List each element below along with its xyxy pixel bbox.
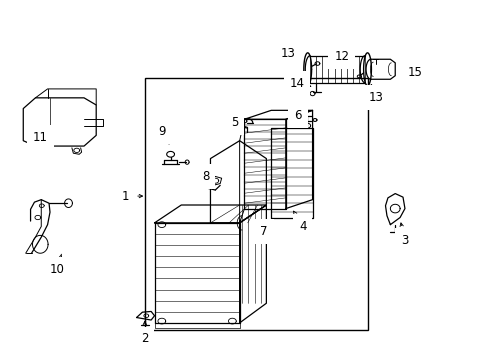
Text: 12: 12 bbox=[334, 50, 348, 64]
Text: 2: 2 bbox=[141, 321, 148, 346]
Text: 8: 8 bbox=[202, 170, 209, 183]
Text: 14: 14 bbox=[289, 77, 310, 90]
Text: 11: 11 bbox=[33, 131, 48, 144]
Text: 3: 3 bbox=[399, 223, 408, 247]
Text: 9: 9 bbox=[158, 125, 169, 144]
Text: 13: 13 bbox=[367, 85, 383, 104]
Text: 7: 7 bbox=[260, 219, 267, 238]
Text: 13: 13 bbox=[280, 47, 301, 63]
Text: 6: 6 bbox=[294, 109, 301, 122]
Bar bbox=[144, 78, 368, 330]
Text: 10: 10 bbox=[50, 254, 64, 276]
Text: 4: 4 bbox=[293, 211, 306, 233]
Text: 15: 15 bbox=[407, 66, 421, 79]
Text: 5: 5 bbox=[231, 116, 246, 129]
Text: 1: 1 bbox=[122, 190, 142, 203]
